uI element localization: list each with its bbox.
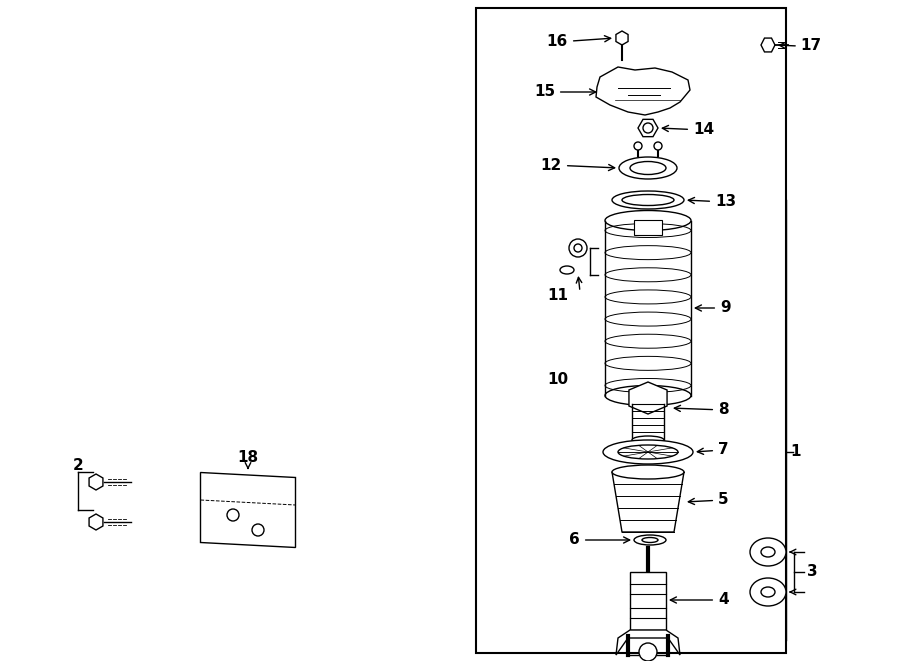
Ellipse shape xyxy=(619,157,677,179)
Ellipse shape xyxy=(750,578,786,606)
Ellipse shape xyxy=(605,385,691,405)
Text: 3: 3 xyxy=(807,564,817,580)
Ellipse shape xyxy=(634,535,666,545)
Ellipse shape xyxy=(612,465,684,479)
Text: 6: 6 xyxy=(569,533,630,547)
Ellipse shape xyxy=(761,547,775,557)
Circle shape xyxy=(574,244,582,252)
Text: 1: 1 xyxy=(790,444,800,459)
Text: 14: 14 xyxy=(662,122,714,137)
Text: 5: 5 xyxy=(688,492,729,508)
Bar xyxy=(630,572,666,630)
Polygon shape xyxy=(616,31,628,45)
Text: 16: 16 xyxy=(547,34,611,50)
Text: 12: 12 xyxy=(541,157,615,173)
Circle shape xyxy=(569,239,587,257)
Polygon shape xyxy=(596,67,690,115)
Circle shape xyxy=(639,643,657,661)
Ellipse shape xyxy=(642,537,658,543)
Text: 2: 2 xyxy=(73,457,84,473)
Polygon shape xyxy=(201,473,295,547)
Text: 4: 4 xyxy=(670,592,729,607)
Text: 15: 15 xyxy=(534,85,596,100)
Polygon shape xyxy=(638,120,658,137)
Circle shape xyxy=(654,142,662,150)
Polygon shape xyxy=(616,630,680,655)
Polygon shape xyxy=(629,382,667,414)
Polygon shape xyxy=(89,474,103,490)
Ellipse shape xyxy=(612,191,684,209)
Ellipse shape xyxy=(603,440,693,464)
Text: 11: 11 xyxy=(547,288,568,303)
Circle shape xyxy=(252,524,264,536)
Text: 17: 17 xyxy=(800,38,821,54)
Text: 8: 8 xyxy=(674,403,729,418)
Ellipse shape xyxy=(761,587,775,597)
Circle shape xyxy=(643,123,653,133)
Ellipse shape xyxy=(632,436,664,444)
Polygon shape xyxy=(612,472,684,532)
Text: 18: 18 xyxy=(238,450,258,465)
Ellipse shape xyxy=(605,210,691,231)
Ellipse shape xyxy=(618,445,678,459)
Polygon shape xyxy=(761,38,775,52)
Ellipse shape xyxy=(560,266,574,274)
Ellipse shape xyxy=(630,161,666,175)
Text: 10: 10 xyxy=(547,373,568,387)
Ellipse shape xyxy=(622,194,674,206)
Circle shape xyxy=(634,142,642,150)
Bar xyxy=(476,8,786,653)
Ellipse shape xyxy=(750,538,786,566)
Text: 9: 9 xyxy=(696,301,731,315)
Text: 13: 13 xyxy=(688,194,736,210)
Text: 7: 7 xyxy=(698,442,729,457)
Polygon shape xyxy=(89,514,103,530)
Bar xyxy=(634,219,662,235)
Circle shape xyxy=(227,509,239,521)
